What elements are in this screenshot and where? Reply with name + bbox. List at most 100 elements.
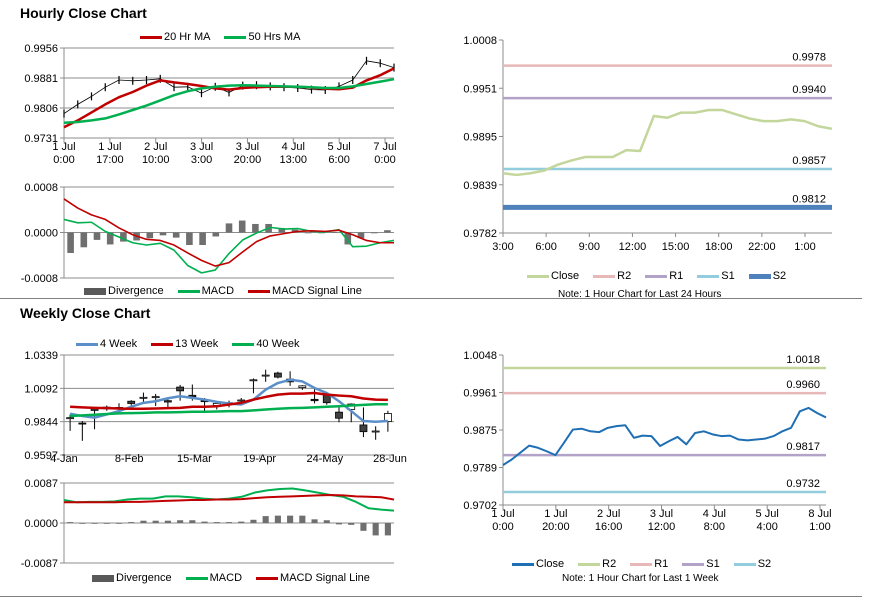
x-tick-label: 17:00 <box>96 154 124 166</box>
legend-label: MACD Signal Line <box>272 285 362 297</box>
divergence-bar <box>212 232 220 237</box>
x-tick-label: 5 Jul <box>328 141 351 153</box>
candle-body <box>90 409 99 411</box>
x-tick-label: 0:00 <box>374 154 395 166</box>
series-line-macd-signal-line <box>63 198 394 267</box>
x-tick-label: 12:00 <box>619 241 647 253</box>
legend-swatch <box>185 576 208 580</box>
level-label-s2: 0.9732 <box>786 478 820 490</box>
divergence-bar <box>287 515 294 523</box>
legend-label: 20 Hr MA <box>164 31 211 43</box>
candle-body <box>335 411 343 419</box>
divergence-bar <box>79 523 86 524</box>
level-label-r1: 0.9960 <box>786 379 820 391</box>
y-tick-label: 0.9702 <box>463 500 497 512</box>
divergence-bar <box>323 520 330 523</box>
x-tick-label: 4 Jul <box>703 508 726 520</box>
divergence-bar <box>199 232 206 246</box>
candle-body <box>66 417 75 420</box>
legend-item: 4 Week <box>76 338 137 350</box>
y-tick-label: 0.9844 <box>24 417 58 429</box>
legend-label: S2 <box>757 558 772 570</box>
x-tick-label: 22:00 <box>748 241 776 253</box>
legend-label: S1 <box>721 270 735 282</box>
y-tick-label: 0.9806 <box>24 103 58 115</box>
legend-item: Close <box>527 270 579 282</box>
legend-swatch <box>682 562 705 566</box>
x-tick-label: 1 Jul <box>52 141 75 153</box>
divergence-bar <box>225 223 233 233</box>
divergence-bar <box>172 232 180 238</box>
legend-item: 13 Week <box>151 338 218 350</box>
x-tick-label: 3:00 <box>492 241 513 253</box>
y-tick-label: 0.9875 <box>463 425 497 437</box>
divergence-bar <box>372 523 379 536</box>
legend-label: S1 <box>706 558 720 570</box>
legend-swatch <box>512 562 534 566</box>
legend-item: Close <box>512 558 564 570</box>
legend-item: Divergence <box>84 285 164 297</box>
x-tick-label: 4 Jul <box>282 141 305 153</box>
legend-item: MACD Signal Line <box>256 572 370 584</box>
x-tick-label: 8-Feb <box>115 453 144 465</box>
legend-item: S2 <box>733 558 772 570</box>
x-tick-label: 24-May <box>306 453 343 465</box>
divergence-bar <box>186 232 193 246</box>
x-tick-label: 13:00 <box>280 154 308 166</box>
divergence-bar <box>250 519 257 523</box>
x-tick-label: 4:00 <box>756 521 777 533</box>
divergence-bar <box>384 523 391 536</box>
level-label-s2: 0.9812 <box>792 193 826 205</box>
legend-label: Divergence <box>116 572 172 584</box>
x-tick-label: 8 Jul <box>808 508 831 520</box>
divergence-bar <box>348 523 355 525</box>
divergence-bar <box>120 232 127 242</box>
divergence-bar <box>164 520 171 523</box>
legend-item: MACD Signal Line <box>248 285 362 297</box>
x-tick-label: 1 Jul <box>98 141 121 153</box>
divergence-bar <box>238 521 245 523</box>
candle-body <box>298 385 307 389</box>
y-tick-label: 0.9789 <box>463 463 497 475</box>
y-tick-label: 0.9961 <box>463 388 497 400</box>
legend-swatch <box>248 289 271 293</box>
y-tick-label: 0.9895 <box>463 132 497 144</box>
divergence-bar <box>274 515 281 523</box>
legend-label: MACD <box>201 285 235 297</box>
divergence-bar <box>344 232 352 245</box>
last-1-week-legend: Close R2 R1 S1 S2 <box>512 558 785 570</box>
candle-body <box>163 400 172 403</box>
legend-swatch <box>224 35 247 39</box>
x-tick-label: 1 Jul <box>544 508 567 520</box>
y-tick-label: 0.9839 <box>463 180 497 192</box>
series-line-40-week <box>70 402 388 418</box>
section-divider <box>0 298 862 299</box>
divergence-bar <box>201 521 208 523</box>
x-tick-label: 1 Jul <box>491 508 514 520</box>
y-tick-label: 0.9597 <box>24 450 58 462</box>
legend-label: R2 <box>617 270 632 282</box>
divergence-bar <box>318 232 325 234</box>
legend-item: 50 Hrs MA <box>224 31 300 43</box>
series-line-20-hr-ma <box>63 67 395 129</box>
legend-swatch <box>232 342 255 346</box>
x-tick-label: 8:00 <box>704 521 725 533</box>
divergence-bar <box>67 232 74 253</box>
legend-swatch <box>630 562 653 566</box>
x-tick-label: 20:00 <box>542 521 570 533</box>
x-tick-label: 7 Jul <box>373 141 396 153</box>
legend-swatch <box>256 576 279 580</box>
divergence-bar <box>128 522 135 523</box>
x-tick-label: 6:00 <box>535 241 556 253</box>
legend-label: MACD Signal Line <box>280 572 370 584</box>
x-tick-label: 15-Mar <box>177 453 212 465</box>
weekly-macd-chart: 0.0087 0.0000 -0.0087 <box>21 478 395 570</box>
legend-label: S2 <box>772 270 787 282</box>
series-line-13-week <box>70 391 388 411</box>
divergence-bar <box>67 522 74 523</box>
legend-swatch <box>527 274 549 278</box>
